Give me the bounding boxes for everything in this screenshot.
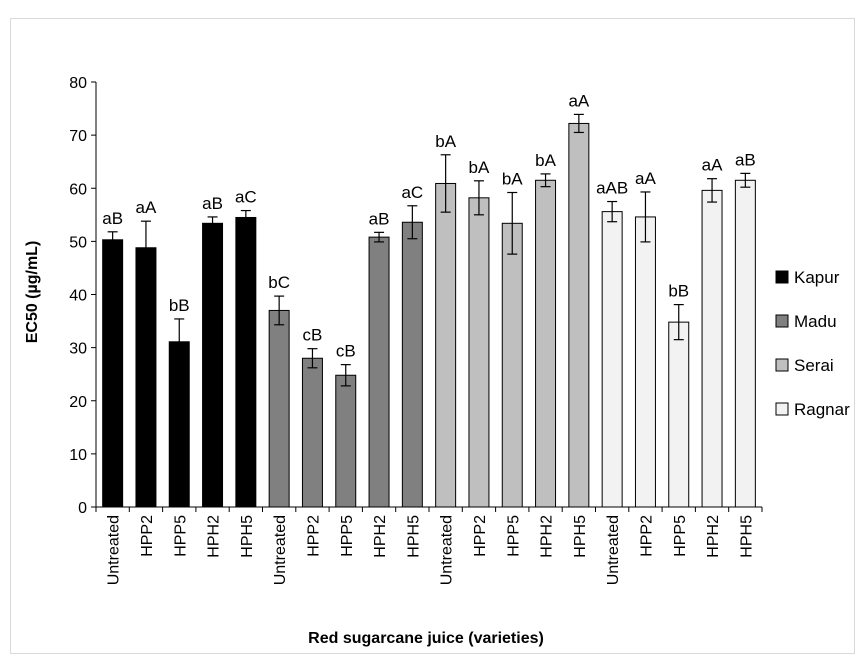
legend-swatch bbox=[775, 314, 789, 328]
data-label: cB bbox=[336, 342, 356, 361]
legend-swatch bbox=[775, 402, 789, 416]
data-label: aB bbox=[369, 209, 390, 228]
legend-label: Ragnar bbox=[794, 400, 850, 419]
bar bbox=[568, 122, 590, 508]
y-tick-label: 20 bbox=[69, 394, 87, 411]
data-label: aC bbox=[401, 183, 423, 202]
y-tick-label: 60 bbox=[69, 181, 87, 198]
data-label: aA bbox=[635, 169, 656, 188]
bar bbox=[335, 374, 357, 508]
bar bbox=[634, 216, 656, 508]
x-tick-label: Untreated bbox=[605, 515, 622, 585]
x-tick-label: HPH5 bbox=[239, 515, 256, 558]
x-tick-label: HPH2 bbox=[206, 515, 223, 558]
data-label: cB bbox=[303, 326, 323, 345]
y-tick-label: 80 bbox=[69, 75, 87, 92]
x-tick-label: Untreated bbox=[106, 515, 123, 585]
data-label: bB bbox=[169, 296, 190, 315]
bar bbox=[102, 239, 124, 508]
legend: Kapur Madu Serai Ragnar bbox=[775, 268, 850, 419]
data-label: bA bbox=[435, 132, 456, 151]
y-tick-label: 30 bbox=[69, 341, 87, 358]
bar bbox=[401, 221, 423, 508]
y-tick-label: 50 bbox=[69, 234, 87, 251]
x-tick-label: HPH5 bbox=[405, 515, 422, 558]
data-label: aAB bbox=[596, 179, 628, 198]
y-axis-title: EC50 (µg/mL) bbox=[24, 241, 41, 344]
legend-swatch bbox=[775, 358, 789, 372]
legend-swatch bbox=[775, 270, 789, 284]
x-tick-label: Untreated bbox=[439, 515, 456, 585]
data-label: aB bbox=[202, 194, 223, 213]
x-tick-label: HPH5 bbox=[572, 515, 589, 558]
y-tick-label: 10 bbox=[69, 447, 87, 464]
data-label: bA bbox=[535, 151, 556, 170]
bar bbox=[734, 179, 756, 508]
data-label: bB bbox=[668, 282, 689, 301]
x-tick-label: HPH2 bbox=[705, 515, 722, 558]
y-tick-label: 70 bbox=[69, 128, 87, 145]
bar bbox=[701, 189, 723, 508]
data-label: aC bbox=[235, 188, 257, 207]
bar bbox=[168, 341, 190, 508]
bar bbox=[601, 211, 623, 508]
bar bbox=[368, 236, 390, 508]
data-label: aA bbox=[568, 91, 589, 110]
x-tick-label: HPP2 bbox=[139, 515, 156, 557]
data-label: aB bbox=[735, 150, 756, 169]
x-axis-title: Red sugarcane juice (varieties) bbox=[308, 630, 544, 647]
x-tick-label: HPH5 bbox=[738, 515, 755, 558]
x-tick-label: HPP2 bbox=[472, 515, 489, 557]
y-axis: 0 10 20 30 40 50 60 70 80 bbox=[69, 75, 97, 517]
legend-label: Kapur bbox=[794, 268, 840, 287]
x-tick-label: Untreated bbox=[272, 515, 289, 585]
bar bbox=[501, 222, 523, 508]
y-tick-label: 0 bbox=[78, 500, 87, 517]
bars: aB aA bB aB aC bC cB cB aB aC bA bA bA bA aA aAB aA bB aA a… bbox=[102, 91, 756, 508]
x-tick-label: HPP2 bbox=[638, 515, 655, 557]
y-tick-label: 40 bbox=[69, 288, 87, 305]
x-tick-label: HPP2 bbox=[305, 515, 322, 557]
x-tick-label: HPH2 bbox=[372, 515, 389, 558]
bar bbox=[301, 357, 323, 508]
bar bbox=[135, 247, 157, 508]
x-tick-label: HPP5 bbox=[505, 515, 522, 557]
bar bbox=[268, 309, 290, 508]
bar bbox=[435, 182, 457, 508]
x-tick-label: HPP5 bbox=[672, 515, 689, 557]
bar bbox=[668, 321, 690, 508]
bar bbox=[468, 197, 490, 508]
legend-label: Serai bbox=[794, 356, 834, 375]
data-label: aB bbox=[102, 209, 123, 228]
bar bbox=[235, 216, 257, 508]
x-tick-label: HPP5 bbox=[172, 515, 189, 557]
data-label: bA bbox=[502, 170, 523, 189]
legend-label: Madu bbox=[794, 312, 837, 331]
x-axis: Untreated HPP2 HPP5 HPH2 HPH5 Untreated HPP2 HP… bbox=[95, 506, 763, 585]
data-label: aA bbox=[702, 156, 723, 175]
data-label: aA bbox=[136, 198, 157, 217]
x-tick-label: HPP5 bbox=[339, 515, 356, 557]
bar bbox=[535, 179, 557, 508]
data-label: bC bbox=[268, 273, 290, 292]
data-label: bA bbox=[469, 158, 490, 177]
bar bbox=[202, 222, 224, 508]
x-tick-label: HPH2 bbox=[539, 515, 556, 558]
